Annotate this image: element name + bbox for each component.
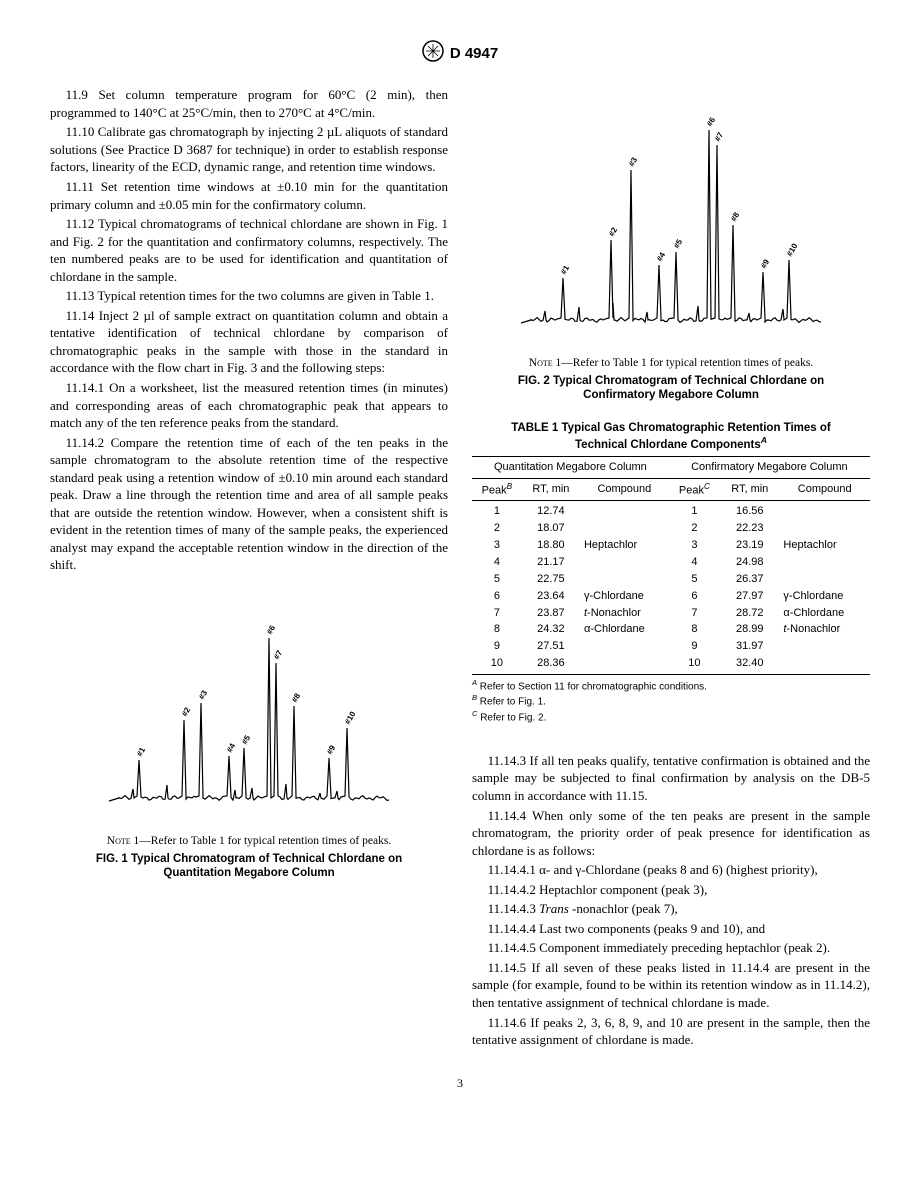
para-11-14-4-5: 11.14.4.5 Component immediately precedin…	[472, 939, 870, 957]
table-row: 112.74116.56	[472, 501, 870, 520]
svg-text:#9: #9	[759, 258, 772, 271]
fig1-caption: FIG. 1 Typical Chromatogram of Technical…	[50, 852, 448, 881]
svg-text:#5: #5	[672, 238, 685, 251]
table1: Quantitation Megabore Column Confirmator…	[472, 456, 870, 675]
table1-group2: Confirmatory Megabore Column	[669, 457, 870, 479]
col-peak-b: PeakB	[472, 478, 522, 501]
svg-text:#7: #7	[713, 131, 726, 144]
table1-group1: Quantitation Megabore Column	[472, 457, 669, 479]
table-row: 927.51931.97	[472, 638, 870, 655]
page-number: 3	[50, 1075, 870, 1091]
para-11-14-6: 11.14.6 If peaks 2, 3, 6, 8, 9, and 10 a…	[472, 1014, 870, 1049]
para-11-14-3: 11.14.3 If all ten peaks qualify, tentat…	[472, 752, 870, 805]
svg-text:#1: #1	[135, 745, 148, 758]
table1-footnotes: A Refer to Section 11 for chromatographi…	[472, 678, 870, 724]
para-11-14-4-4: 11.14.4.4 Last two components (peaks 9 a…	[472, 920, 870, 938]
para-11-14-1: 11.14.1 On a worksheet, list the measure…	[50, 379, 448, 432]
table-row: 318.80Heptachlor323.19Heptachlor	[472, 537, 870, 554]
svg-text:#1: #1	[559, 264, 572, 277]
svg-text:#10: #10	[785, 242, 800, 259]
para-11-14-4-3: 11.14.4.3 Trans -nonachlor (peak 7),	[472, 900, 870, 918]
col-rt2: RT, min	[720, 478, 779, 501]
svg-text:#8: #8	[290, 691, 303, 704]
para-11-14-4: 11.14.4 When only some of the ten peaks …	[472, 807, 870, 860]
right-column: #1 #2 #3 #4 #5 #6 #7 #8 #9 #10 Note 1—Refer to Ta…	[472, 86, 870, 1050]
svg-text:#2: #2	[607, 226, 620, 239]
fig1-note-label: Note	[107, 835, 131, 847]
fig2-note: Note 1—Refer to Table 1 for typical rete…	[472, 356, 870, 372]
para-11-14-4-1: 11.14.4.1 α- and γ-Chlordane (peaks 8 an…	[472, 861, 870, 879]
col-rt1: RT, min	[522, 478, 580, 501]
table-row: 824.32α-Chlordane828.99t-Nonachlor	[472, 621, 870, 638]
col-compound2: Compound	[779, 478, 870, 501]
para-11-14-2: 11.14.2 Compare the retention time of ea…	[50, 434, 448, 574]
para-11-9: 11.9 Set column temperature program for …	[50, 86, 448, 121]
col-compound1: Compound	[580, 478, 669, 501]
col-peak-c: PeakC	[669, 478, 720, 501]
svg-text:#5: #5	[240, 733, 253, 746]
svg-text:#4: #4	[655, 251, 668, 264]
para-11-14-5: 11.14.5 If all seven of these peaks list…	[472, 959, 870, 1012]
para-11-14: 11.14 Inject 2 µl of sample extract on q…	[50, 307, 448, 377]
fig2-note-text: 1—Refer to Table 1 for typical retention…	[556, 357, 814, 369]
table-row: 522.75526.37	[472, 571, 870, 588]
para-11-13: 11.13 Typical retention times for the tw…	[50, 287, 448, 305]
para-11-11: 11.11 Set retention time windows at ±0.1…	[50, 178, 448, 213]
fig1-note-text: 1—Refer to Table 1 for typical retention…	[134, 835, 392, 847]
doc-header: D 4947	[50, 40, 870, 68]
table-row: 1028.361032.40	[472, 655, 870, 674]
astm-logo-icon	[422, 40, 444, 68]
svg-text:#4: #4	[225, 741, 238, 754]
para-11-12: 11.12 Typical chromatograms of technical…	[50, 215, 448, 285]
table-row: 623.64γ-Chlordane627.97γ-Chlordane	[472, 588, 870, 605]
svg-text:#7: #7	[272, 648, 285, 661]
svg-text:#3: #3	[627, 156, 640, 169]
svg-text:#3: #3	[197, 688, 210, 701]
table-row: 218.07222.23	[472, 520, 870, 537]
left-column: 11.9 Set column temperature program for …	[50, 86, 448, 1050]
table-row: 421.17424.98	[472, 554, 870, 571]
fig2-chromatogram: #1 #2 #3 #4 #5 #6 #7 #8 #9 #10	[511, 100, 831, 350]
fig1-note: Note 1—Refer to Table 1 for typical rete…	[50, 834, 448, 850]
table-row: 723.87t-Nonachlor728.72α-Chlordane	[472, 605, 870, 622]
svg-text:#10: #10	[343, 709, 358, 726]
svg-text:#6: #6	[265, 623, 278, 636]
table1-title: TABLE 1 Typical Gas Chromatographic Rete…	[472, 421, 870, 453]
fig2-note-label: Note	[529, 357, 553, 369]
para-11-14-4-2: 11.14.4.2 Heptachlor component (peak 3),	[472, 881, 870, 899]
para-11-10: 11.10 Calibrate gas chromatograph by inj…	[50, 123, 448, 176]
svg-text:#6: #6	[705, 116, 718, 129]
svg-text:#8: #8	[729, 211, 742, 224]
doc-id: D 4947	[450, 45, 498, 62]
svg-text:#2: #2	[180, 705, 193, 718]
fig2-caption: FIG. 2 Typical Chromatogram of Technical…	[472, 374, 870, 403]
fig1-chromatogram: #1 #2 #3 #4#5 #6 #7 #8 #9 #10	[99, 588, 399, 828]
svg-text:#9: #9	[325, 743, 338, 756]
